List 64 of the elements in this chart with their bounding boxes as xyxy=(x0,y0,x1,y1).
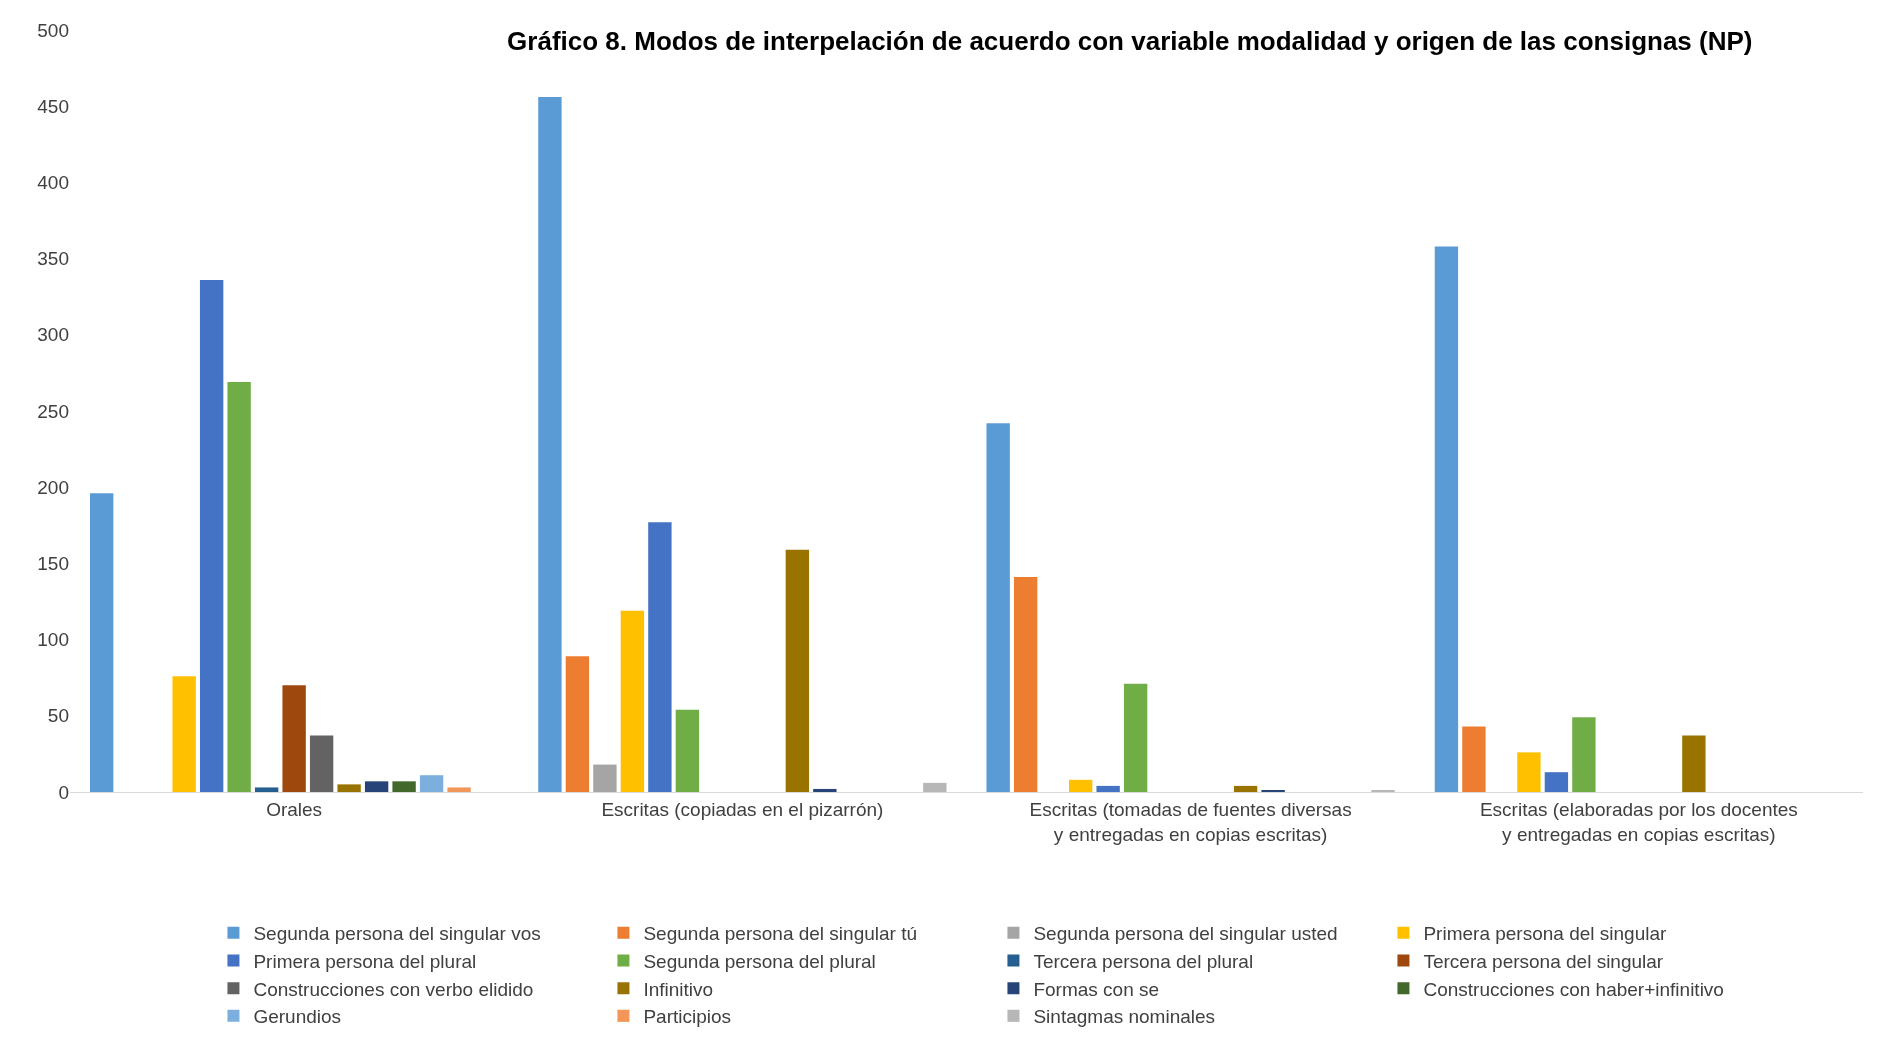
bar xyxy=(1572,717,1596,792)
legend-label: Gerundios xyxy=(253,1006,342,1028)
legend-label: Primera persona del singular xyxy=(1423,923,1668,945)
bar xyxy=(1096,785,1120,792)
legend-label: Primera persona del plural xyxy=(253,950,477,972)
y-tick-label: 100 xyxy=(37,629,69,651)
bar xyxy=(254,787,279,792)
legend-label: Participios xyxy=(643,1006,732,1028)
bar xyxy=(1682,735,1706,792)
y-tick-label: 350 xyxy=(37,248,69,270)
bar xyxy=(309,735,334,792)
bar xyxy=(538,97,562,792)
bar xyxy=(648,522,672,792)
bar xyxy=(172,676,196,792)
y-tick-label: 500 xyxy=(37,19,69,41)
bar xyxy=(227,382,251,792)
bar xyxy=(1013,577,1038,792)
bar xyxy=(1068,779,1093,792)
y-tick-label: 150 xyxy=(37,553,69,575)
legend-label: Formas con se xyxy=(1033,978,1160,1000)
x-tick-label: Orales xyxy=(266,798,323,820)
bar xyxy=(282,685,306,792)
legend-label: Segunda persona del singular tú xyxy=(643,923,918,945)
y-tick-label: 400 xyxy=(37,172,69,194)
bar xyxy=(364,781,389,792)
legend-label: Infinitivo xyxy=(643,978,714,1000)
y-tick-label: 300 xyxy=(37,324,69,346)
bar xyxy=(419,775,444,792)
bar xyxy=(1123,683,1148,792)
bar xyxy=(1544,772,1569,792)
bar xyxy=(565,656,590,792)
legend-label: Construcciones con haber+infinitivo xyxy=(1423,978,1724,1000)
bar xyxy=(1462,726,1486,792)
bar xyxy=(593,764,617,792)
legend-label: Segunda persona del singular vos xyxy=(253,923,541,945)
bar xyxy=(986,423,1010,792)
y-tick-label: 250 xyxy=(37,400,69,422)
x-tick-label: Escritas (copiadas en el pizarrón) xyxy=(601,798,884,820)
legend-label: Tercera persona del singular xyxy=(1423,950,1664,972)
legend-label: Tercera persona del plural xyxy=(1033,950,1254,972)
bar xyxy=(813,788,837,792)
legend-label: Segunda persona del plural xyxy=(643,950,876,972)
bar xyxy=(337,784,361,792)
y-tick-label: 200 xyxy=(37,476,69,498)
bar xyxy=(89,493,114,792)
bar xyxy=(1517,752,1541,792)
legend-label: Segunda persona del singular usted xyxy=(1033,923,1338,945)
y-tick-label: 0 xyxy=(58,781,69,803)
legend-label: Sintagmas nominales xyxy=(1033,1006,1216,1028)
bar xyxy=(1233,785,1258,792)
bar xyxy=(620,610,645,792)
chart-title: Gráfico 8. Modos de interpelación de acuerdo con variable modalidad y origen de las consignas (NP) xyxy=(507,26,1753,57)
bar xyxy=(785,549,810,792)
x-tick-label: Escritas (tomadas de fuentes diversas y entregadas en copias escritas) xyxy=(1029,798,1352,845)
bar xyxy=(447,787,471,792)
bar xyxy=(923,782,947,792)
bar xyxy=(675,709,700,792)
bar xyxy=(392,781,416,792)
bar xyxy=(1434,246,1459,792)
legend-label: Construcciones con verbo elidido xyxy=(253,978,534,1000)
y-tick-label: 50 xyxy=(47,705,69,727)
y-tick-label: 450 xyxy=(37,95,69,117)
bar xyxy=(199,279,224,792)
x-tick-label: Escritas (elaboradas por los docentes y entregadas en copias escritas) xyxy=(1479,798,1798,845)
